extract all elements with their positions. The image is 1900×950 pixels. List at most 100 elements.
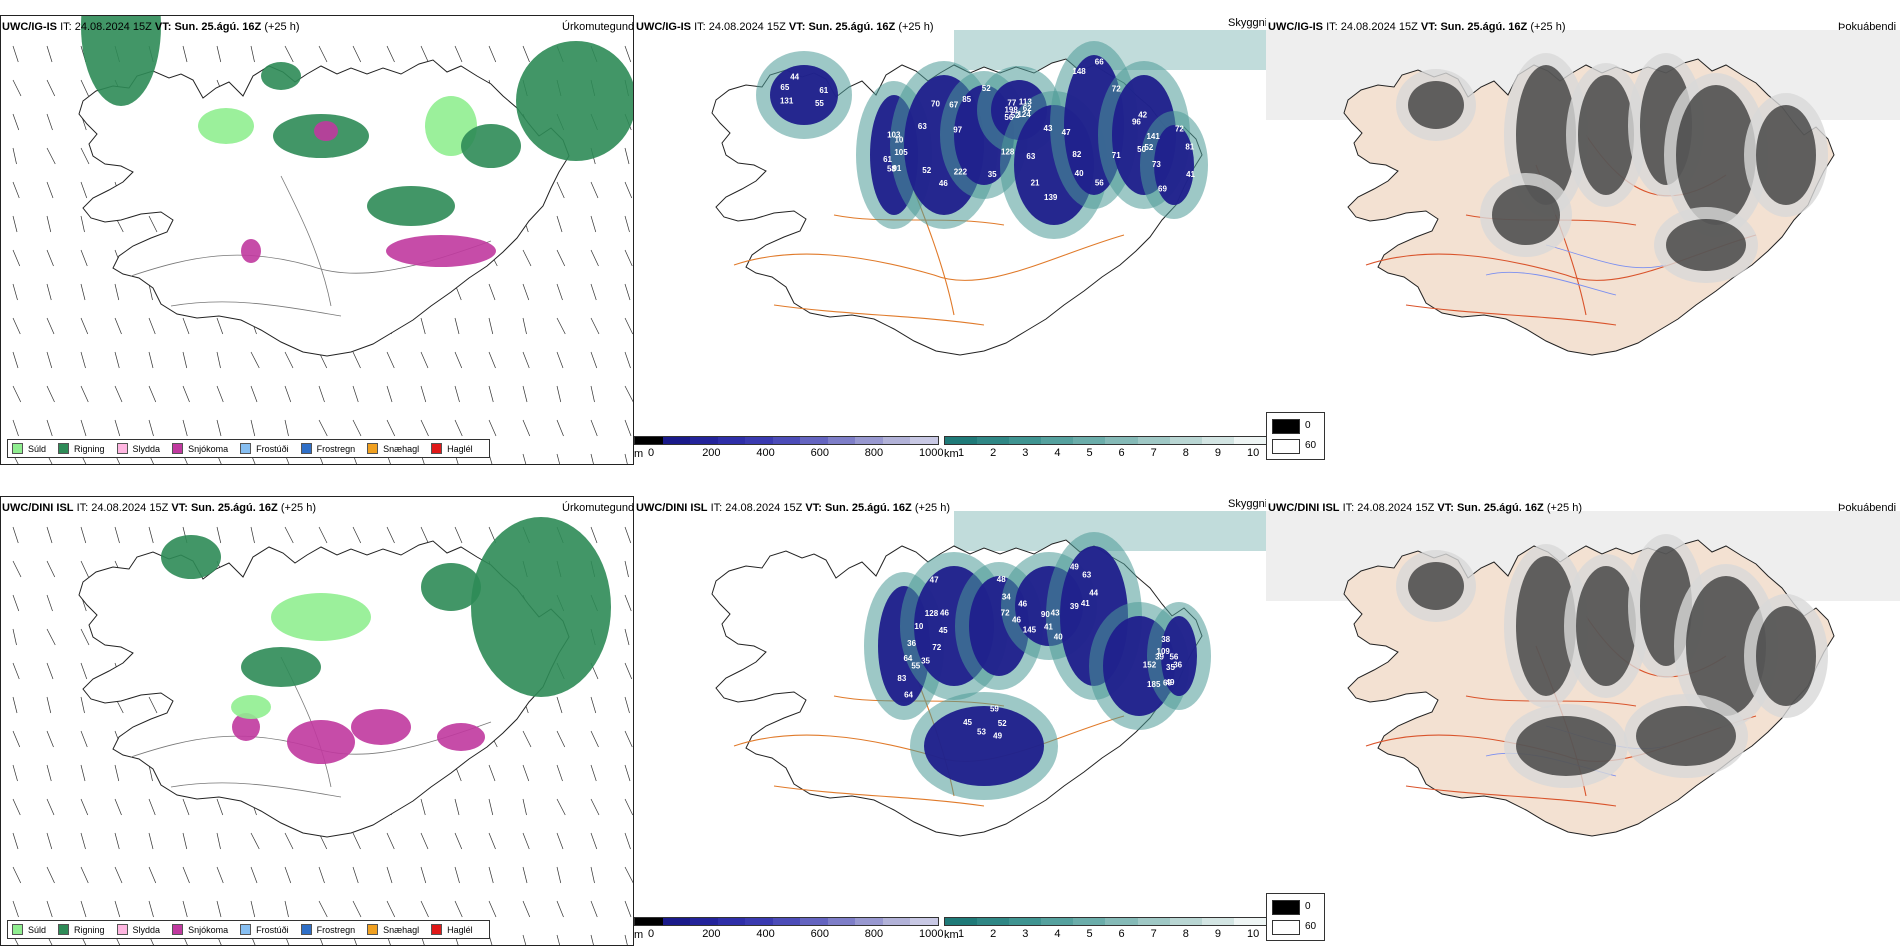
colorbar-step [910,918,939,925]
cloudbase-value-label: 72 [932,643,941,652]
wind-barb [556,832,564,850]
colorbar-unit: m [634,448,644,460]
cloudbase-value-label: 139 [1044,193,1058,202]
wind-barb [488,45,497,63]
wind-barb [284,351,294,369]
precip-area [437,723,485,751]
wind-barb [556,764,563,782]
visibility-colorbar: km 1 2 3 4 5 6 7 8 9 10 [944,917,1267,943]
wind-barb [522,385,528,403]
cloudbase-colorbar: m 0 200 400 600 800 1000 [634,917,943,943]
cloudbase-value-label: 61 [883,155,892,164]
wind-barb [624,730,633,748]
wind-barb [454,385,460,403]
wind-barb [12,249,21,267]
cloudbase-value-label: 73 [1152,160,1161,169]
wind-barb [284,832,294,850]
colorbar-step [977,437,1010,444]
fog-legend-swatch [1272,419,1300,434]
wind-barb [556,249,566,267]
fog-indicator-area [1636,706,1736,766]
colorbar-tick: 8 [1182,928,1189,940]
wind-barb [590,798,600,816]
cloudbase-value-label: 34 [1002,592,1011,601]
wind-barb [318,900,328,918]
wind-barb [590,317,600,335]
colorbar-tick: 400 [756,928,775,940]
fog-title: Þokuábendi [1838,502,1897,514]
colorbar-step [772,918,801,925]
wind-barb [624,317,633,335]
fog-legend-swatch [1272,439,1300,454]
wind-barb [522,798,527,816]
fog-legend-label: 0 [1305,420,1311,431]
wind-barb [46,764,52,782]
cloudbase-value-label: 44 [1089,588,1098,597]
wind-barb [284,45,294,63]
legend-label: Slydda [132,443,161,454]
wind-barb [114,351,120,369]
wind-barb [12,662,20,680]
legend-item: Frostúði [240,443,289,454]
cloudbase-value-label: 46 [939,179,948,188]
fog-indicator-area [1676,85,1756,225]
wind-barb [556,866,562,884]
wind-barb [386,351,395,369]
fog-indicator-map [1266,30,1900,356]
wind-barb [488,351,496,369]
cloudbase-value-label: 124 [1017,110,1031,119]
wind-barb [46,113,53,131]
wind-barb [624,181,633,199]
wind-barb [80,317,89,335]
wind-barb [148,317,156,335]
cloudbase-value-label: 10 [894,135,903,144]
colorbar-tick: 1 [958,447,965,459]
fog-panel-bottom [1266,496,1900,946]
cloudbase-value-label: 148 [1072,67,1086,76]
colorbar-step [882,437,911,444]
wind-barb [216,526,222,544]
legend-item: Snjókoma [172,924,228,935]
wind-barb [522,283,530,301]
wind-barb [522,730,532,748]
legend-label: Súld [28,443,47,454]
colorbar-tick: 200 [702,447,721,459]
wind-barb [624,594,632,612]
wind-barb [590,526,598,544]
wind-barb [46,249,54,267]
colorbar-step [827,437,856,444]
wind-barb [352,526,362,544]
fog-indicator-area [1516,556,1576,696]
precip-area [161,535,221,579]
legend-item: Snjókoma [172,443,228,454]
visibility-colorbar: km 1 2 3 4 5 6 7 8 9 10 [944,436,1267,462]
wind-barb [114,317,122,335]
cloudbase-value-label: 131 [780,97,794,106]
fog-indicator-area [1492,185,1560,245]
wind-barb [624,934,628,945]
legend-label: Frostregn [316,924,356,935]
wind-barb [12,798,21,816]
wind-barb [556,419,564,437]
cloudbase-value-label: 45 [939,626,948,635]
wind-barb [284,866,292,884]
legend-swatch [172,924,184,935]
panel-title: UWC/DINI ISL IT: 24.08.2024 15Z VT: Sun.… [2,502,316,514]
colorbar-step [690,437,718,444]
colorbar-tick: 9 [1214,447,1221,459]
legend-swatch [172,443,184,454]
wind-barb [148,526,154,544]
colorbar-tick: 5 [1086,928,1093,940]
wind-barb [624,215,630,233]
legend-label: Snjókoma [188,443,229,454]
wind-barb [624,696,630,714]
wind-barb [114,798,122,816]
colorbar-tick: 1000 [919,447,944,459]
wind-barb [624,866,633,884]
legend-label: Slydda [132,924,161,935]
wind-barb [624,147,630,165]
wind-barb [420,798,426,816]
legend-swatch [300,443,312,454]
wind-barb [12,181,20,199]
wind-barb [12,351,19,369]
